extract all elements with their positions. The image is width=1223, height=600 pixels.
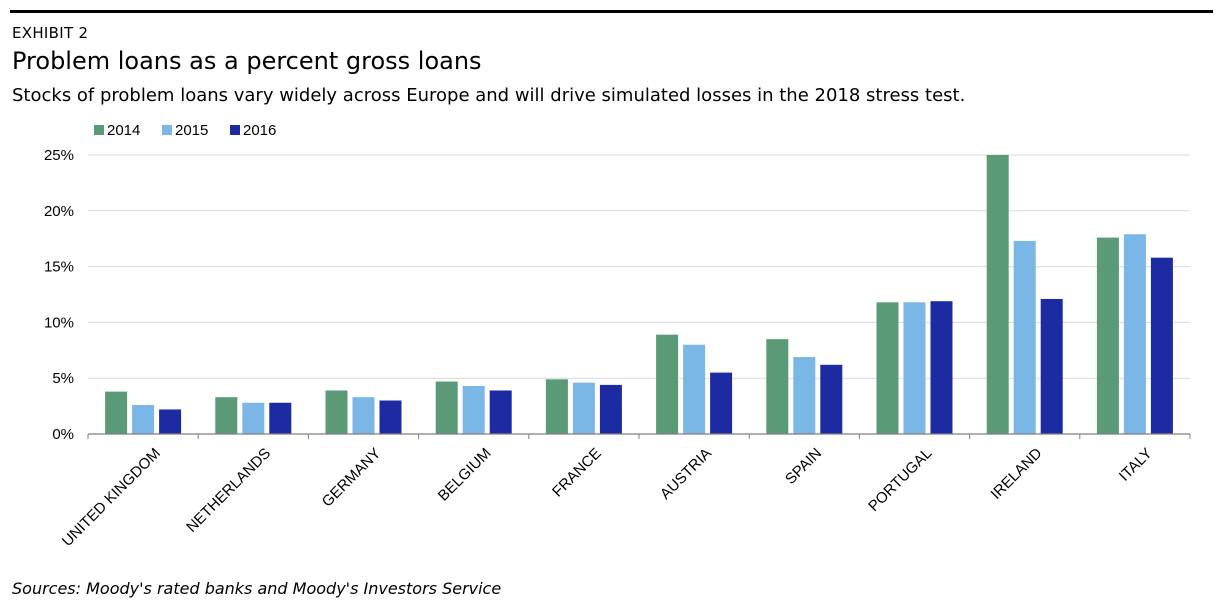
bar <box>159 409 182 434</box>
x-category-label: SPAIN <box>782 445 825 488</box>
x-category-label: UNITED KINGDOM <box>59 445 164 550</box>
chart-subtitle: Stocks of problem loans vary widely acro… <box>12 85 966 106</box>
legend-swatch-2014 <box>94 125 104 135</box>
bar <box>1040 298 1063 434</box>
bar <box>242 402 265 434</box>
bar <box>766 339 789 434</box>
y-tick-label: 5% <box>52 370 74 387</box>
bar <box>599 384 622 434</box>
bar <box>379 400 402 434</box>
y-tick-label: 25% <box>44 147 74 164</box>
bar <box>105 391 128 434</box>
bar <box>683 344 706 434</box>
x-category-label: FRANCE <box>549 445 605 501</box>
bar <box>710 372 733 434</box>
legend-label-2015: 2015 <box>175 122 208 139</box>
bar <box>325 390 348 434</box>
bar <box>656 334 679 434</box>
bar <box>489 390 512 434</box>
bar <box>215 397 238 434</box>
source-note: Sources: Moody's rated banks and Moody's… <box>12 579 502 598</box>
x-category-label: BELGIUM <box>435 445 495 505</box>
bar <box>1013 240 1036 434</box>
bar-chart: 2014 2015 2016 0% 5% 10% 15% 20% 25% UNITED KIN… <box>44 122 1191 550</box>
bar <box>820 364 843 434</box>
legend-swatch-2015 <box>162 125 172 135</box>
x-category-label: ITALY <box>1116 445 1156 485</box>
bar <box>1123 234 1146 434</box>
y-tick-label: 10% <box>44 314 74 331</box>
bar <box>572 382 595 434</box>
x-category-label: PORTUGAL <box>865 445 935 515</box>
bar <box>545 379 568 434</box>
bar <box>435 381 458 434</box>
bar <box>1150 257 1173 434</box>
top-rule <box>10 10 1213 13</box>
bar <box>132 404 155 434</box>
legend-label-2016: 2016 <box>243 122 276 139</box>
chart-title: Problem loans as a percent gross loans <box>12 47 482 75</box>
y-axis: 0% 5% 10% 15% 20% 25% <box>44 147 74 443</box>
bar <box>876 302 899 434</box>
bar <box>462 386 485 434</box>
bar <box>930 301 953 434</box>
bar <box>903 302 926 434</box>
legend-swatch-2016 <box>230 125 240 135</box>
bar <box>352 397 375 434</box>
x-category-label: IRELAND <box>988 445 1046 503</box>
bar <box>793 356 816 434</box>
bar <box>269 402 292 434</box>
y-tick-label: 15% <box>44 259 74 276</box>
x-axis: UNITED KINGDOM NETHERLANDS GERMANY BELGIUM F… <box>59 433 1191 550</box>
chart-legend: 2014 2015 2016 <box>94 122 276 139</box>
exhibit-label: EXHIBIT 2 <box>12 24 89 42</box>
bar <box>1096 237 1119 434</box>
y-tick-label: 20% <box>44 203 74 220</box>
x-category-label: GERMANY <box>319 445 385 511</box>
bars <box>105 155 1173 434</box>
x-category-label: AUSTRIA <box>657 445 715 503</box>
legend-label-2014: 2014 <box>107 122 140 139</box>
x-category-label: NETHERLANDS <box>183 445 274 536</box>
y-tick-label: 0% <box>52 426 74 443</box>
bar <box>986 155 1009 434</box>
